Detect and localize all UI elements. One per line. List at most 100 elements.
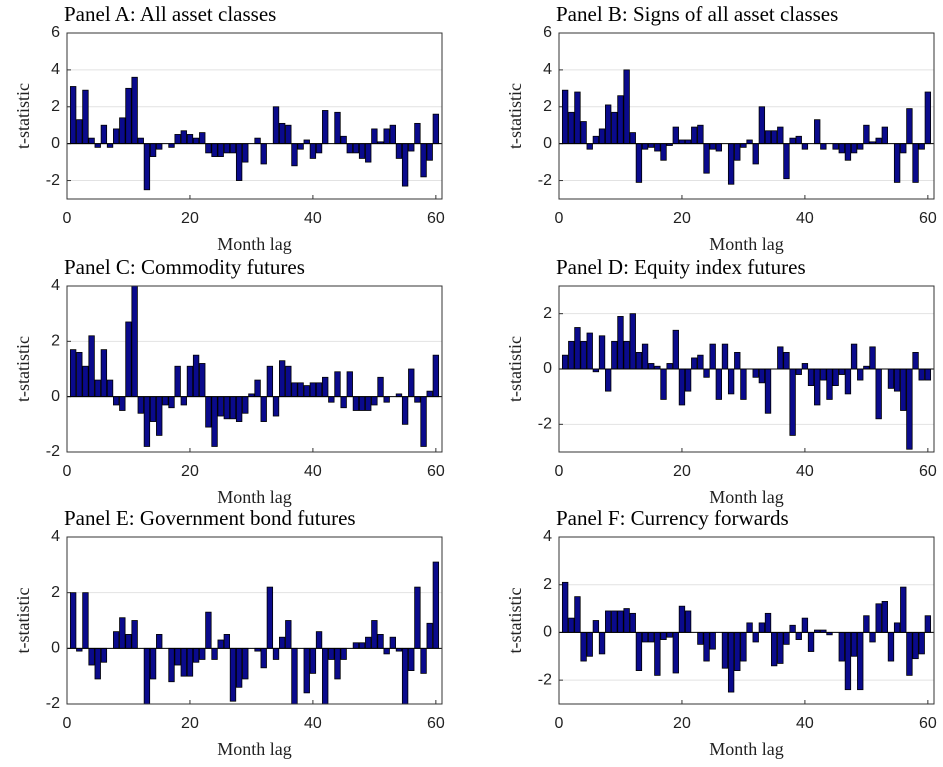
bar bbox=[617, 95, 624, 145]
bar bbox=[672, 632, 679, 674]
bar bbox=[795, 632, 802, 640]
bar bbox=[740, 368, 747, 400]
bar bbox=[715, 368, 723, 400]
y-tick-label: 6 bbox=[51, 24, 60, 41]
bar bbox=[285, 620, 292, 649]
bars bbox=[69, 76, 440, 191]
y-tick-label: 4 bbox=[543, 528, 552, 545]
bar bbox=[592, 135, 600, 145]
bar bbox=[272, 647, 280, 660]
bar bbox=[322, 376, 329, 398]
x-axis-label: Month lag bbox=[217, 739, 292, 759]
x-axis-label: Month lag bbox=[709, 487, 784, 507]
y-axis-label: t-statistic bbox=[13, 336, 33, 402]
axes-frame bbox=[66, 285, 443, 453]
bar bbox=[648, 363, 655, 370]
bar bbox=[887, 632, 895, 662]
x-tick-label: 60 bbox=[427, 210, 445, 227]
bar bbox=[715, 143, 723, 152]
bar bbox=[758, 368, 766, 384]
bar bbox=[192, 354, 200, 398]
bar bbox=[303, 385, 310, 398]
y-tick-label: -2 bbox=[46, 695, 60, 712]
bar bbox=[703, 632, 710, 662]
bar bbox=[678, 368, 686, 406]
bar bbox=[278, 360, 286, 398]
panel-title: Panel D: Equity index futures bbox=[556, 255, 806, 279]
bar bbox=[186, 134, 194, 145]
bar bbox=[315, 143, 323, 154]
bars bbox=[69, 561, 440, 704]
bar bbox=[875, 603, 882, 633]
bar bbox=[697, 354, 704, 370]
bar bbox=[211, 647, 218, 660]
bar bbox=[365, 396, 372, 411]
bar bbox=[309, 647, 317, 674]
bar bbox=[401, 647, 409, 704]
bar bbox=[900, 586, 907, 633]
bar bbox=[764, 130, 772, 145]
axes-frame bbox=[558, 285, 935, 453]
panel-title: Panel C: Commodity futures bbox=[64, 255, 305, 279]
bar bbox=[574, 327, 581, 370]
bar bbox=[340, 135, 347, 145]
bar bbox=[149, 143, 157, 157]
bar bbox=[113, 631, 120, 649]
bar bbox=[365, 636, 372, 649]
bar bbox=[69, 86, 77, 145]
x-tick-label: 60 bbox=[427, 463, 445, 480]
bar bbox=[156, 143, 163, 150]
y-tick-label: -2 bbox=[538, 172, 552, 189]
bar bbox=[174, 365, 181, 398]
bar bbox=[641, 143, 649, 150]
bar bbox=[684, 610, 692, 633]
x-tick-label: 60 bbox=[919, 210, 937, 227]
bar bbox=[678, 139, 686, 145]
bar bbox=[352, 642, 360, 649]
bars bbox=[561, 313, 932, 450]
bar bbox=[678, 605, 686, 633]
bar bbox=[844, 632, 852, 691]
bar bbox=[869, 632, 876, 643]
y-tick-label: -2 bbox=[46, 172, 60, 189]
bar bbox=[94, 647, 101, 680]
bar bbox=[893, 143, 901, 183]
bar bbox=[297, 143, 304, 150]
bar bbox=[758, 622, 766, 633]
bar bbox=[568, 340, 575, 370]
bar bbox=[869, 346, 876, 370]
bar bbox=[807, 632, 815, 652]
bar bbox=[260, 143, 267, 165]
bar bbox=[561, 354, 569, 370]
bars bbox=[561, 69, 932, 185]
bar bbox=[192, 647, 200, 663]
bar bbox=[850, 632, 858, 657]
panel: Panel F: Currency forwards Month lag t-sta… bbox=[505, 506, 937, 759]
bar bbox=[119, 117, 126, 145]
bar bbox=[334, 371, 341, 398]
bar bbox=[137, 396, 144, 414]
y-tick-label: 0 bbox=[51, 135, 60, 152]
bar bbox=[229, 647, 237, 702]
x-tick-label: 20 bbox=[673, 463, 691, 480]
bar bbox=[611, 111, 618, 145]
y-tick-label: 6 bbox=[543, 24, 552, 41]
bar bbox=[199, 132, 206, 145]
bar bbox=[346, 143, 353, 154]
bar bbox=[389, 124, 396, 145]
bar bbox=[734, 632, 741, 672]
bar bbox=[186, 365, 194, 398]
y-tick-label: 4 bbox=[543, 61, 552, 78]
bar bbox=[598, 335, 606, 370]
bar bbox=[76, 119, 83, 145]
x-tick-label: 20 bbox=[673, 210, 691, 227]
y-tick-label: 0 bbox=[543, 360, 552, 377]
bar bbox=[721, 632, 729, 669]
y-axis-label: t-statistic bbox=[13, 588, 33, 654]
bar bbox=[377, 376, 384, 398]
bar bbox=[432, 561, 440, 649]
bar bbox=[586, 632, 593, 657]
bar bbox=[801, 617, 809, 633]
bar bbox=[605, 610, 612, 633]
